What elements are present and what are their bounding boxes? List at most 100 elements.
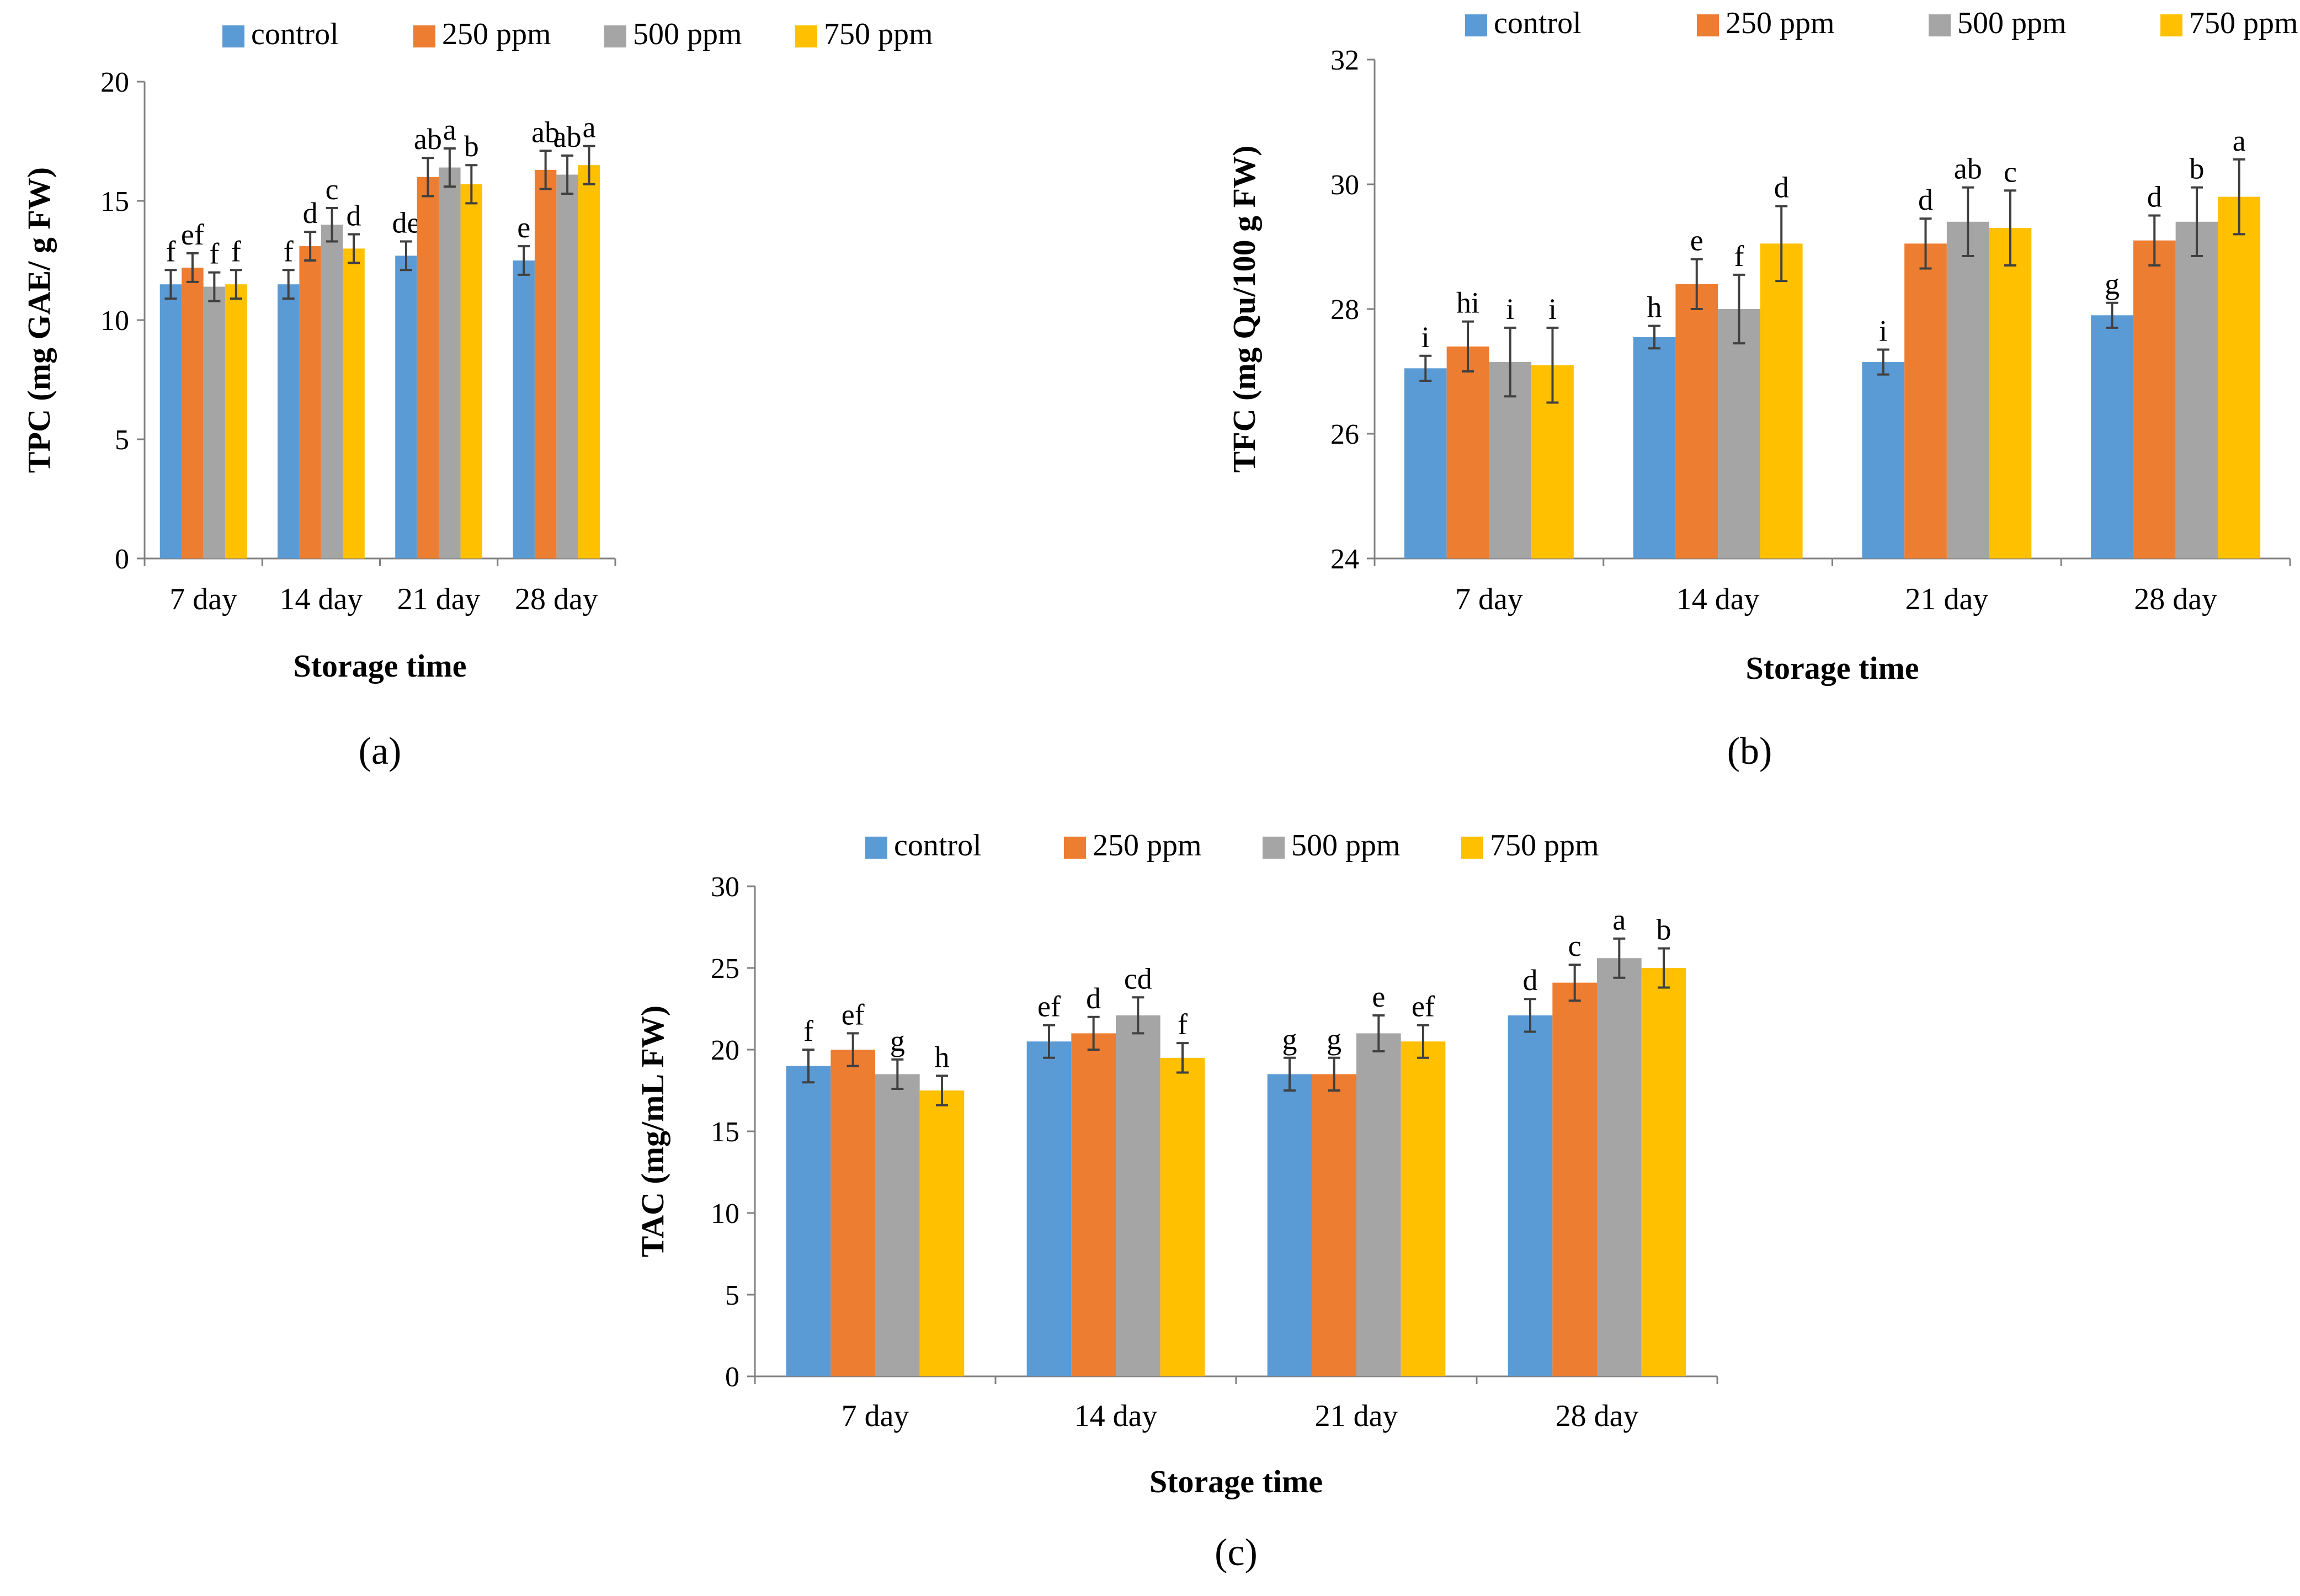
significance-letter: i bbox=[1506, 292, 1514, 326]
x-tick-label: 28 day bbox=[515, 582, 598, 616]
significance-letter: b bbox=[1656, 913, 1671, 946]
y-tick-label: 26 bbox=[1330, 419, 1359, 450]
significance-letter: ab bbox=[1954, 152, 1982, 185]
panel-label: (b) bbox=[1727, 730, 1772, 773]
legend-swatch bbox=[865, 837, 887, 859]
bar bbox=[321, 225, 343, 558]
y-tick-label: 5 bbox=[725, 1280, 739, 1311]
x-tick-label: 21 day bbox=[1315, 1399, 1398, 1433]
legend-swatch bbox=[1697, 14, 1719, 36]
significance-letter: ef bbox=[1412, 990, 1435, 1023]
bar bbox=[1356, 1033, 1401, 1376]
bar bbox=[460, 184, 483, 558]
significance-letter: ab bbox=[553, 120, 582, 153]
y-tick-label: 15 bbox=[100, 186, 129, 217]
y-tick-label: 0 bbox=[115, 544, 129, 575]
significance-letter: ef bbox=[181, 218, 204, 251]
significance-letter: b bbox=[2189, 152, 2204, 185]
significance-letter: i bbox=[1421, 321, 1430, 354]
bar bbox=[2133, 240, 2176, 558]
significance-letter: f bbox=[166, 235, 175, 268]
bar bbox=[1946, 221, 1989, 558]
y-tick-label: 25 bbox=[711, 953, 739, 985]
y-tick-label: 5 bbox=[115, 424, 129, 456]
bar bbox=[203, 286, 226, 558]
x-tick-label: 21 day bbox=[1905, 582, 1988, 616]
x-axis-title: Storage time bbox=[1745, 650, 1919, 686]
y-tick-label: 24 bbox=[1330, 544, 1359, 575]
bar bbox=[534, 169, 557, 559]
bar bbox=[343, 248, 365, 558]
bar bbox=[1760, 243, 1803, 559]
legend-label: 500 ppm bbox=[1291, 828, 1401, 863]
significance-letter: e bbox=[517, 211, 530, 244]
legend-label: 750 ppm bbox=[1490, 828, 1599, 863]
legend-label: control bbox=[1494, 6, 1582, 40]
significance-letter: f bbox=[231, 235, 241, 268]
bar bbox=[1862, 362, 1905, 558]
y-tick-label: 30 bbox=[1330, 169, 1359, 201]
bar bbox=[1552, 982, 1597, 1376]
panel-label: (c) bbox=[1215, 1531, 1258, 1574]
legend-label: 250 ppm bbox=[442, 17, 551, 51]
legend-swatch bbox=[1465, 14, 1487, 36]
legend-label: 750 ppm bbox=[2189, 6, 2298, 40]
significance-letter: f bbox=[284, 235, 294, 268]
significance-letter: d bbox=[303, 196, 318, 230]
x-tick-label: 14 day bbox=[1074, 1399, 1158, 1433]
significance-letter: c bbox=[1568, 929, 1582, 962]
significance-letter: a bbox=[443, 113, 456, 146]
significance-letter: c bbox=[2004, 155, 2017, 188]
x-tick-label: 7 day bbox=[842, 1399, 909, 1433]
bar bbox=[1641, 968, 1686, 1376]
x-tick-label: 28 day bbox=[1556, 1399, 1639, 1433]
bar bbox=[1071, 1033, 1116, 1376]
bar bbox=[1116, 1015, 1160, 1376]
significance-letter: h bbox=[934, 1040, 949, 1073]
bar bbox=[439, 167, 461, 558]
bar bbox=[299, 246, 321, 559]
y-tick-label: 30 bbox=[711, 871, 739, 903]
bar bbox=[1446, 346, 1489, 558]
legend-swatch bbox=[1263, 837, 1285, 859]
significance-letter: ab bbox=[531, 115, 560, 148]
significance-letter: c bbox=[326, 173, 339, 206]
significance-letter: d bbox=[347, 199, 361, 232]
significance-letter: g bbox=[1282, 1023, 1297, 1056]
bar bbox=[830, 1050, 875, 1376]
bar bbox=[1026, 1041, 1072, 1376]
legend-label: 250 ppm bbox=[1093, 828, 1202, 863]
bar bbox=[2091, 315, 2133, 558]
y-axis-title: TPC (mg GAE/ g FW) bbox=[21, 167, 57, 473]
significance-letter: ef bbox=[842, 998, 865, 1031]
bar bbox=[182, 267, 204, 559]
x-tick-label: 7 day bbox=[169, 582, 237, 616]
bar bbox=[513, 260, 535, 558]
significance-letter: a bbox=[583, 111, 596, 144]
bar bbox=[417, 177, 439, 558]
significance-letter: hi bbox=[1456, 286, 1479, 320]
legend-label: control bbox=[894, 828, 982, 863]
significance-letter: d bbox=[1918, 183, 1933, 216]
y-tick-label: 15 bbox=[711, 1116, 739, 1148]
bar bbox=[786, 1066, 831, 1376]
y-tick-label: 10 bbox=[100, 305, 129, 337]
significance-letter: b bbox=[464, 130, 479, 163]
significance-letter: g bbox=[890, 1024, 905, 1057]
x-tick-label: 21 day bbox=[397, 582, 481, 616]
significance-letter: de bbox=[392, 206, 420, 239]
bar bbox=[1267, 1074, 1312, 1376]
significance-letter: e bbox=[1690, 224, 1703, 257]
x-axis-title: Storage time bbox=[293, 648, 466, 684]
significance-letter: cd bbox=[1124, 962, 1152, 995]
significance-letter: g bbox=[1327, 1023, 1341, 1056]
x-tick-label: 14 day bbox=[1676, 582, 1760, 616]
bar bbox=[1633, 337, 1676, 558]
legend-swatch bbox=[1929, 14, 1951, 36]
y-axis-title: TAC (mg/mL FW) bbox=[635, 1006, 670, 1257]
significance-letter: d bbox=[1086, 982, 1101, 1015]
legend-swatch bbox=[795, 25, 817, 47]
